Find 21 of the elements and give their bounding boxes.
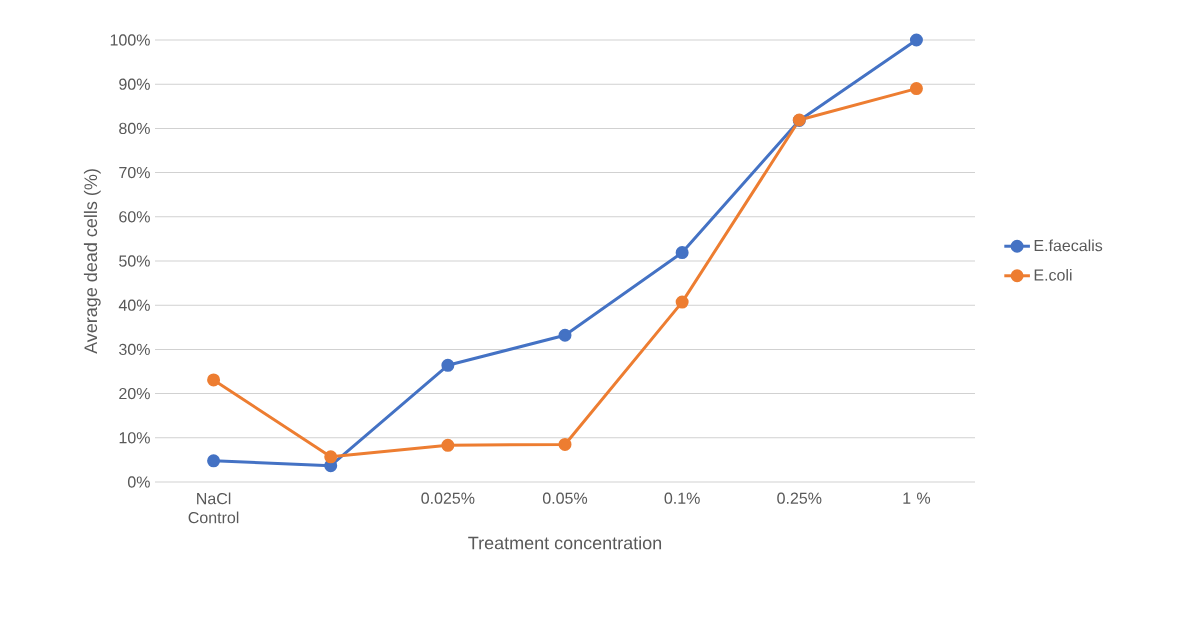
x-axis-title: Treatment concentration — [468, 536, 662, 550]
legend-label: E.coli — [1034, 269, 1072, 281]
legend-label: E.faecalis — [1034, 239, 1103, 252]
x-tick-label: 1 % — [903, 492, 931, 504]
x-tick-label: 0.05% — [542, 492, 588, 504]
y-axis-title: Average dead cells (%) — [83, 169, 101, 354]
y-tick-label: 60% — [119, 211, 150, 223]
y-tick-label: 30% — [119, 343, 150, 356]
y-tick-label: 70% — [119, 166, 150, 179]
y-tick-label: 20% — [119, 387, 150, 400]
y-tick-label: 40% — [118, 299, 150, 311]
y-tick-label: 50% — [119, 255, 150, 267]
y-tick-label: 10% — [119, 432, 150, 444]
y-tick-label: 100% — [110, 34, 150, 46]
x-tick-label: NaCl Control — [188, 492, 239, 524]
y-tick-label: 0% — [127, 476, 150, 488]
x-tick-label: 0.1% — [664, 492, 700, 504]
y-tick-label: 90% — [119, 78, 150, 90]
x-tick-label: 0.25% — [777, 492, 822, 504]
x-tick-label: 0.025% — [421, 492, 475, 504]
y-tick-label: 80% — [119, 122, 150, 135]
